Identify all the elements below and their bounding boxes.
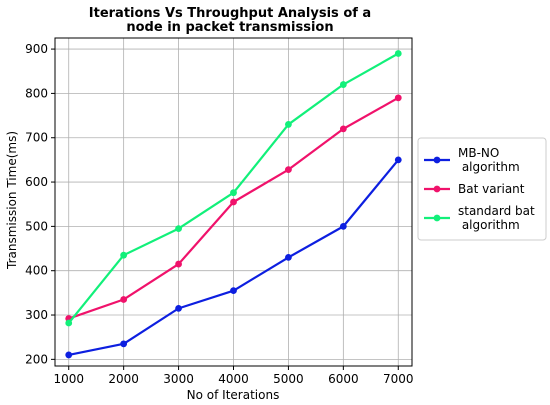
series-3	[65, 50, 402, 327]
series-1	[65, 156, 402, 359]
y-tick-label: 400	[25, 264, 48, 278]
legend: MB-NO algorithm Bat variant standard bat a…	[417, 137, 547, 241]
data-point	[339, 81, 347, 88]
legend-label: Bat variant	[458, 182, 525, 196]
data-point	[175, 260, 182, 268]
y-axis-label: Transmission Time(ms)	[5, 131, 19, 270]
series-layer	[65, 50, 402, 359]
data-point	[285, 121, 292, 128]
x-tick-label: 3000	[163, 372, 194, 386]
legend-entry: Bat variant	[424, 182, 525, 196]
y-tick-label: 500	[25, 219, 48, 233]
legend-swatch-marker	[433, 185, 441, 193]
y-tick-label: 800	[25, 86, 48, 100]
legend-entry: standard bat algorithm	[424, 204, 535, 232]
data-point	[339, 125, 347, 133]
y-tick-label: 600	[25, 175, 48, 189]
legend-label-line: algorithm	[458, 160, 520, 174]
legend-entry: MB-NO algorithm	[424, 146, 520, 174]
x-tick-label: 7000	[383, 372, 414, 386]
data-point	[230, 198, 237, 206]
x-axis-ticks: 1000 2000 3000 4000 5000 6000 7000	[53, 366, 414, 386]
legend-box	[417, 137, 547, 241]
legend-label-line: algorithm	[458, 218, 520, 232]
data-point	[394, 156, 402, 164]
data-point	[230, 287, 237, 295]
data-point	[65, 319, 73, 327]
legend-label-line: MB-NO	[458, 146, 499, 160]
data-point	[285, 254, 292, 261]
data-point	[230, 189, 237, 197]
grid	[55, 38, 412, 366]
chart-title: Iterations Vs Throughput Analysis of a n…	[89, 6, 371, 35]
data-point	[394, 50, 402, 57]
y-tick-label: 200	[25, 352, 48, 366]
data-point	[175, 304, 182, 312]
data-point	[285, 166, 292, 174]
x-tick-label: 6000	[328, 372, 359, 386]
data-point	[394, 94, 402, 102]
x-tick-label: 4000	[218, 372, 249, 386]
plot-frame	[54, 37, 413, 367]
x-tick-label: 1000	[53, 372, 84, 386]
data-point	[65, 351, 73, 359]
x-axis-label: No of Iterations	[187, 388, 280, 402]
data-point	[120, 251, 128, 259]
y-tick-label: 700	[25, 131, 48, 145]
x-tick-label: 5000	[273, 372, 304, 386]
y-axis-ticks: 200 300 400 500 600 700 800 900	[25, 42, 55, 366]
data-point	[120, 296, 128, 303]
legend-label: standard bat algorithm	[458, 204, 535, 232]
data-point	[120, 340, 128, 348]
x-tick-label: 2000	[108, 372, 139, 386]
legend-label: MB-NO algorithm	[458, 146, 520, 174]
title-line-2: node in packet transmission	[126, 20, 333, 35]
y-tick-label: 900	[25, 42, 48, 56]
legend-swatch-marker	[433, 156, 441, 164]
legend-label-line: Bat variant	[458, 182, 525, 196]
y-tick-label: 300	[25, 308, 48, 322]
legend-label-line: standard bat	[458, 204, 535, 218]
title-line-1: Iterations Vs Throughput Analysis of a	[89, 6, 371, 21]
legend-swatch-marker	[433, 214, 441, 222]
data-point	[175, 225, 182, 232]
data-point	[339, 222, 347, 230]
